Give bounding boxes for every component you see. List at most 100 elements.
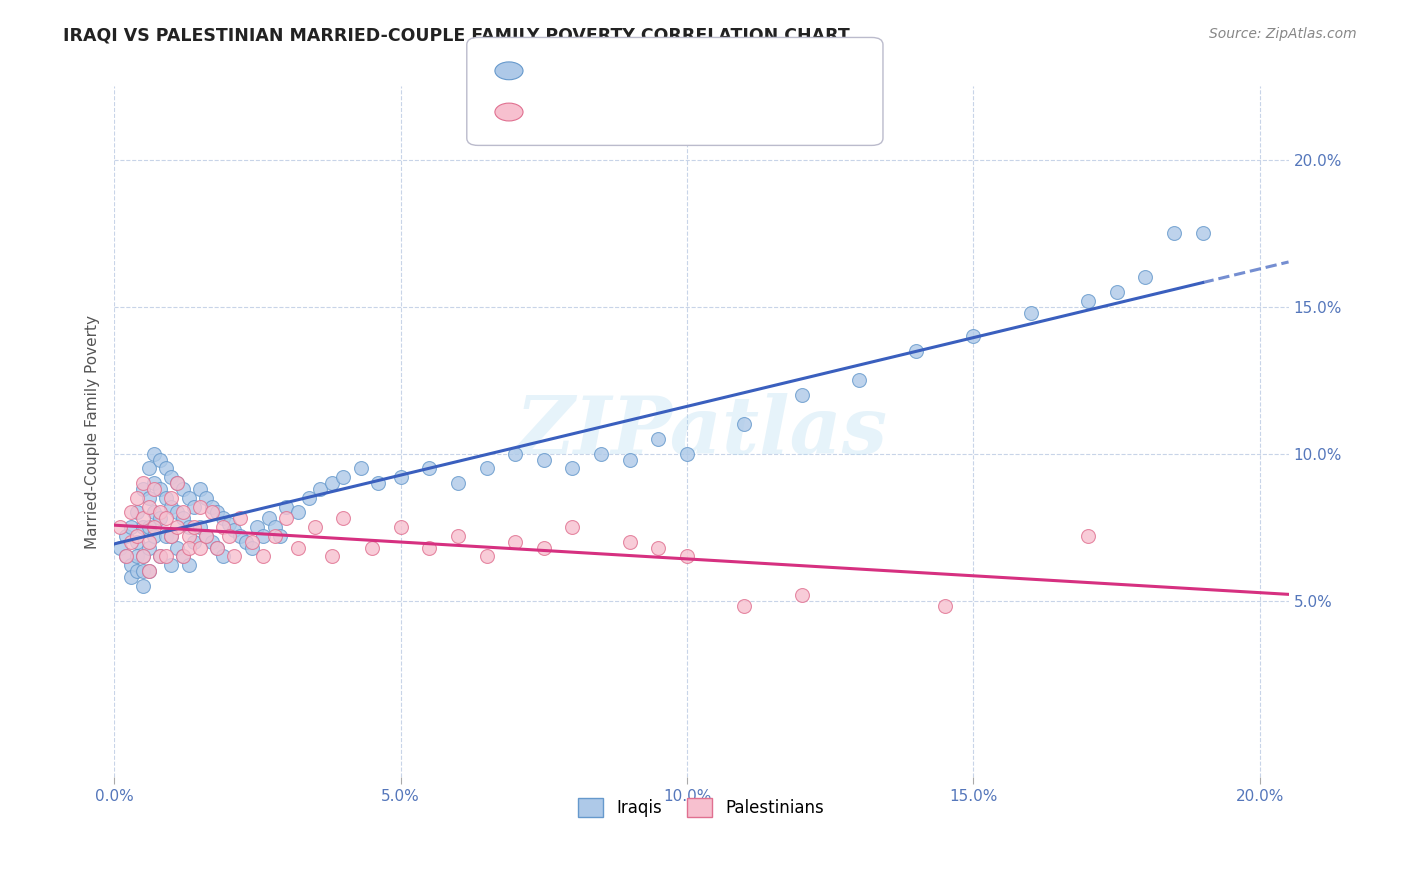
Point [143, 520, 166, 534]
Point [172, 505, 194, 519]
Point [252, 529, 274, 543]
Point [252, 549, 274, 564]
Text: R = 0.391   N = 96: R = 0.391 N = 96 [537, 62, 695, 79]
Point [257, 511, 280, 525]
Point [166, 520, 188, 534]
Point [132, 476, 155, 491]
Point [108, 541, 131, 555]
Point [361, 541, 384, 555]
Point [177, 491, 200, 505]
Point [120, 534, 142, 549]
Point [1163, 227, 1185, 241]
Point [160, 529, 183, 543]
Point [733, 599, 755, 614]
Point [143, 447, 166, 461]
Point [1191, 227, 1213, 241]
Point [120, 520, 142, 534]
Point [1077, 293, 1099, 308]
Point [240, 534, 263, 549]
Point [132, 511, 155, 525]
Point [132, 579, 155, 593]
Point [177, 541, 200, 555]
Point [475, 549, 498, 564]
Point [200, 505, 222, 519]
Point [177, 520, 200, 534]
Point [183, 520, 205, 534]
Point [188, 541, 211, 555]
Point [166, 505, 188, 519]
Point [309, 482, 332, 496]
Point [218, 529, 240, 543]
Point [138, 520, 160, 534]
Point [591, 447, 613, 461]
Point [160, 470, 183, 484]
Point [120, 570, 142, 584]
Point [166, 541, 188, 555]
Point [149, 511, 172, 525]
Point [298, 491, 321, 505]
Point [114, 549, 136, 564]
Point [127, 564, 149, 578]
Point [138, 461, 160, 475]
Point [263, 529, 285, 543]
Point [647, 432, 669, 446]
Point [155, 461, 177, 475]
Point [207, 505, 229, 519]
Point [132, 549, 155, 564]
Point [962, 329, 984, 343]
Point [188, 500, 211, 514]
Point [269, 529, 291, 543]
Point [149, 505, 172, 519]
Point [367, 476, 389, 491]
Point [235, 534, 257, 549]
Point [503, 447, 526, 461]
Text: R = 0.052   N = 59: R = 0.052 N = 59 [537, 103, 695, 121]
Point [246, 520, 269, 534]
Point [132, 520, 155, 534]
Point [389, 470, 412, 484]
Point [127, 529, 149, 543]
Point [166, 476, 188, 491]
Point [418, 541, 440, 555]
Point [194, 529, 217, 543]
Point [138, 541, 160, 555]
Point [1135, 270, 1157, 285]
Point [114, 549, 136, 564]
Point [172, 549, 194, 564]
Point [619, 534, 641, 549]
Point [160, 500, 183, 514]
Point [212, 549, 235, 564]
Point [177, 558, 200, 573]
Point [160, 558, 183, 573]
Point [561, 461, 583, 475]
Point [172, 482, 194, 496]
Point [1105, 285, 1128, 299]
Point [172, 511, 194, 525]
Point [790, 388, 813, 402]
Point [132, 482, 155, 496]
Point [108, 520, 131, 534]
Point [212, 520, 235, 534]
Point [188, 482, 211, 496]
Point [138, 534, 160, 549]
Point [120, 505, 142, 519]
Point [138, 564, 160, 578]
Point [160, 491, 183, 505]
Point [389, 520, 412, 534]
Point [188, 520, 211, 534]
Point [332, 470, 354, 484]
Point [143, 476, 166, 491]
Point [143, 505, 166, 519]
Point [177, 529, 200, 543]
Point [207, 541, 229, 555]
Text: Source: ZipAtlas.com: Source: ZipAtlas.com [1209, 27, 1357, 41]
Point [263, 520, 285, 534]
Point [905, 343, 928, 358]
Point [160, 529, 183, 543]
Point [229, 511, 252, 525]
Point [304, 520, 326, 534]
Point [155, 491, 177, 505]
Y-axis label: Married-Couple Family Poverty: Married-Couple Family Poverty [86, 315, 100, 549]
Point [218, 517, 240, 532]
Point [321, 476, 343, 491]
